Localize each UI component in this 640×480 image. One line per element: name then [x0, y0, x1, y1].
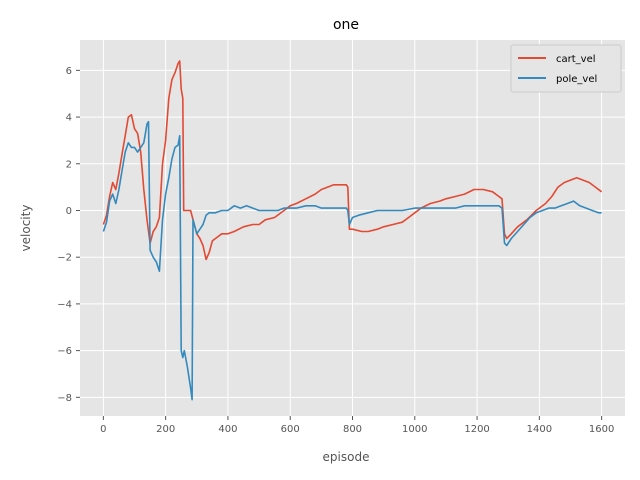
x-tick-label: 600	[281, 424, 300, 435]
x-axis-ticks: 0 200 400 600 800 1000 1200 1400 1600	[100, 416, 614, 435]
series-layer	[102, 60, 603, 401]
legend-box	[510, 44, 622, 93]
y-tick-label: 6	[66, 66, 72, 77]
y-axis-ticks: −8 −6 −4 −2 0 2 4 6	[57, 66, 80, 404]
x-tick-label: 400	[218, 424, 237, 435]
x-tick-label: 200	[156, 424, 175, 435]
x-tick-label: 1000	[402, 424, 427, 435]
legend: cart_vel pole_vel	[510, 44, 622, 93]
y-tick-label: −8	[57, 393, 72, 404]
y-tick-label: 2	[66, 159, 72, 170]
x-tick-label: 1400	[527, 424, 552, 435]
y-tick-label: −6	[57, 346, 72, 357]
y-tick-label: −2	[57, 253, 72, 264]
y-tick-label: 0	[66, 206, 72, 217]
x-axis-label: episode	[323, 450, 370, 464]
series-line-pole-vel	[102, 120, 602, 401]
legend-label-cart-vel: cart_vel	[556, 54, 596, 65]
y-tick-label: −4	[57, 299, 72, 310]
legend-label-pole-vel: pole_vel	[556, 74, 597, 85]
x-tick-label: 800	[343, 424, 362, 435]
x-tick-label: 1600	[589, 424, 614, 435]
x-tick-label: 1200	[464, 424, 489, 435]
y-tick-label: 4	[66, 113, 72, 124]
y-axis-label: velocity	[19, 205, 33, 252]
x-tick-label: 0	[100, 424, 106, 435]
chart-title: one	[333, 17, 359, 33]
